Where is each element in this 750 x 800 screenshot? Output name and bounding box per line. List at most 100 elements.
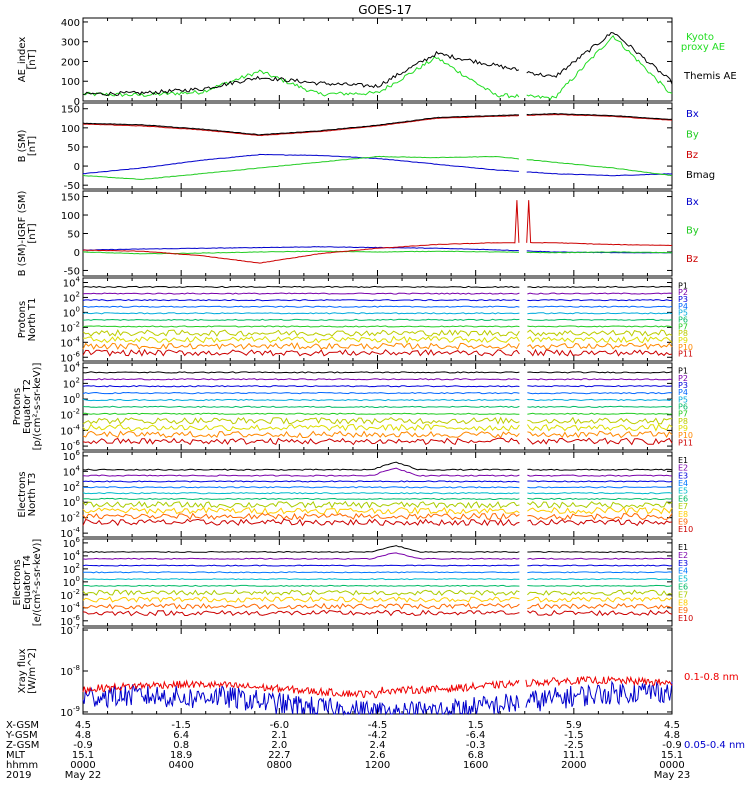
channel-label-p10: P10: [678, 431, 693, 440]
footer-value: 2.6: [370, 750, 386, 761]
channel-label-e8: E8: [678, 510, 688, 519]
channel-line-e1: [82, 545, 672, 554]
footer-value: 1200: [365, 760, 390, 771]
y-axis-label: Xray flux: [17, 649, 28, 694]
channel-line-p3: [82, 385, 673, 388]
channel-label-e1: E1: [678, 543, 688, 552]
series-by: [82, 155, 673, 180]
footer-value: 4.5: [75, 720, 91, 731]
panel-curves: [82, 461, 673, 527]
y-axis-label: [W/m^2]: [27, 648, 38, 694]
y-tick-label: 100: [63, 575, 80, 589]
channel-line-p10: [82, 430, 673, 439]
channel-line-p7: [82, 325, 673, 328]
legend-by: By: [686, 225, 699, 236]
y-tick-label: 100: [61, 124, 80, 135]
channel-line-p5: [82, 312, 673, 315]
legend-kyoto: Kyoto: [686, 32, 714, 43]
channel-label-p11: P11: [678, 438, 693, 447]
series-0-1-0-8-nm: [82, 675, 673, 699]
channel-line-p2: [82, 292, 673, 295]
channel-line-p10: [82, 342, 673, 351]
legend-proxy-ae: proxy AE: [681, 42, 725, 53]
y-tick-label: 104: [63, 464, 81, 478]
channel-line-p8: [82, 329, 673, 337]
legend-bx: Bx: [686, 109, 699, 120]
y-tick-label: 50: [67, 143, 80, 154]
channel-line-e10: [82, 518, 673, 527]
channel-label-e3: E3: [678, 471, 688, 480]
legend-0-1-0-8-nm: 0.1-0.8 nm: [684, 672, 739, 683]
y-tick-label: 10-2: [60, 408, 80, 422]
footer-ephemeris: X-GSM 4.5 -1.5 -6.0 -4.5 1.5 5.9 4.5 Y-GSM 4.8 6.4…: [5, 720, 690, 781]
y-tick-label: 102: [63, 290, 80, 304]
panel-curves: [82, 675, 673, 716]
channel-label-e5: E5: [678, 575, 688, 584]
channel-line-e2: [82, 467, 673, 477]
y-tick-label: 10-9: [60, 705, 80, 719]
footer-value: 6.4: [173, 730, 189, 741]
series-0-05-0-4-nm: [82, 680, 673, 716]
channel-label-e6: E6: [678, 582, 688, 591]
y-tick-label: 10-6: [60, 614, 80, 628]
footer-value: 0000: [659, 760, 684, 771]
channel-label-p1: P1: [678, 281, 688, 290]
y-tick-label: 10-8: [60, 664, 80, 678]
series-themis-ae: [82, 31, 673, 97]
legend-by: By: [686, 129, 699, 140]
channel-label-p11: P11: [678, 350, 693, 359]
channel-line-e7: [82, 500, 673, 509]
channel-line-e3: [82, 480, 673, 483]
channel-line-e8: [82, 506, 673, 515]
channel-line-e2: [82, 552, 673, 560]
channel-label-e10: E10: [678, 525, 693, 534]
y-tick-label: 10-6: [60, 439, 80, 453]
y-axis-label: [nT]: [27, 49, 38, 69]
y-axis-label: [nT]: [27, 223, 38, 243]
channel-label-e2: E2: [678, 551, 688, 560]
channel-label-p3: P3: [678, 381, 688, 390]
panel-curves: [82, 285, 673, 357]
channel-line-p11: [82, 437, 673, 446]
y-tick-label: -50: [64, 181, 80, 192]
channel-label-e8: E8: [678, 598, 688, 607]
channel-line-e4: [82, 571, 673, 574]
channel-line-p9: [82, 335, 673, 344]
footer-value: 0800: [267, 760, 292, 771]
channel-label-e3: E3: [678, 559, 688, 568]
y-tick-label: 10-2: [60, 588, 80, 602]
footer-value: 18.9: [170, 750, 192, 761]
channel-line-p4: [83, 305, 673, 308]
panel-curves: [82, 112, 673, 180]
series-bx: [82, 153, 673, 177]
channel-line-e1: [82, 461, 673, 471]
channel-line-p1: [82, 371, 673, 374]
footer-value: -6.0: [270, 720, 290, 731]
footer-value: 1.5: [468, 720, 484, 731]
y-axis-label: North T1: [27, 298, 38, 342]
channel-label-e9: E9: [678, 517, 688, 526]
footer-end-date: May 23: [654, 770, 691, 781]
footer-value: 2.0: [271, 740, 287, 751]
y-tick-label: 0: [74, 97, 80, 108]
panel-frame: [82, 190, 673, 277]
y-tick-label: 150: [61, 105, 80, 116]
footer-value: 4.8: [75, 730, 91, 741]
footer-value: -1.5: [564, 730, 584, 741]
y-tick-label: 50: [67, 230, 80, 241]
footer-value: -0.9: [73, 740, 93, 751]
y-tick-label: 102: [63, 480, 80, 494]
panel-bigrf: -50 0 50 100 150 B (SM)-IGRF (SM) [nT] Bx By Bz: [17, 190, 699, 277]
channel-label-e10: E10: [678, 614, 693, 623]
channel-line-e9: [82, 602, 673, 610]
channel-label-p5: P5: [678, 309, 688, 318]
footer-value: -4.2: [368, 730, 388, 741]
y-axis-label: Equator T2: [22, 379, 33, 434]
channel-label-p9: P9: [678, 424, 688, 433]
footer-value: -4.5: [368, 720, 388, 731]
channel-line-p4: [82, 391, 673, 395]
y-tick-label: 104: [63, 275, 81, 289]
y-tick-label: 10-2: [60, 320, 80, 334]
channel-line-p6: [82, 405, 673, 409]
